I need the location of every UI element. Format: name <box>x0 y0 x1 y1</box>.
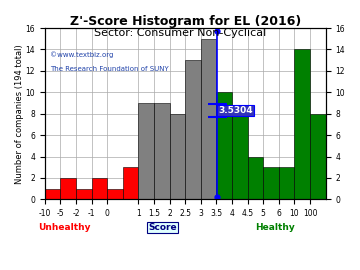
Text: Score: Score <box>148 223 177 232</box>
Bar <box>216 92 232 199</box>
Text: ©www.textbiz.org: ©www.textbiz.org <box>50 52 114 58</box>
Bar <box>310 114 326 199</box>
Text: 3.5304: 3.5304 <box>218 106 253 115</box>
Bar <box>138 103 154 199</box>
Bar <box>76 189 91 199</box>
Bar <box>294 49 310 199</box>
Bar <box>123 167 138 199</box>
Y-axis label: Number of companies (194 total): Number of companies (194 total) <box>15 44 24 184</box>
Bar <box>201 39 216 199</box>
Bar <box>185 60 201 199</box>
Text: Sector: Consumer Non-Cyclical: Sector: Consumer Non-Cyclical <box>94 28 266 38</box>
Text: Unhealthy: Unhealthy <box>38 223 91 232</box>
Text: Healthy: Healthy <box>255 223 295 232</box>
Bar <box>60 178 76 199</box>
Title: Z'-Score Histogram for EL (2016): Z'-Score Histogram for EL (2016) <box>69 15 301 28</box>
Bar <box>170 114 185 199</box>
Bar <box>279 167 294 199</box>
Bar <box>154 103 170 199</box>
Bar <box>45 189 60 199</box>
Bar <box>248 157 263 199</box>
Bar <box>263 167 279 199</box>
Bar <box>91 178 107 199</box>
Text: The Research Foundation of SUNY: The Research Foundation of SUNY <box>50 66 169 72</box>
Bar <box>107 189 123 199</box>
Bar <box>232 114 248 199</box>
